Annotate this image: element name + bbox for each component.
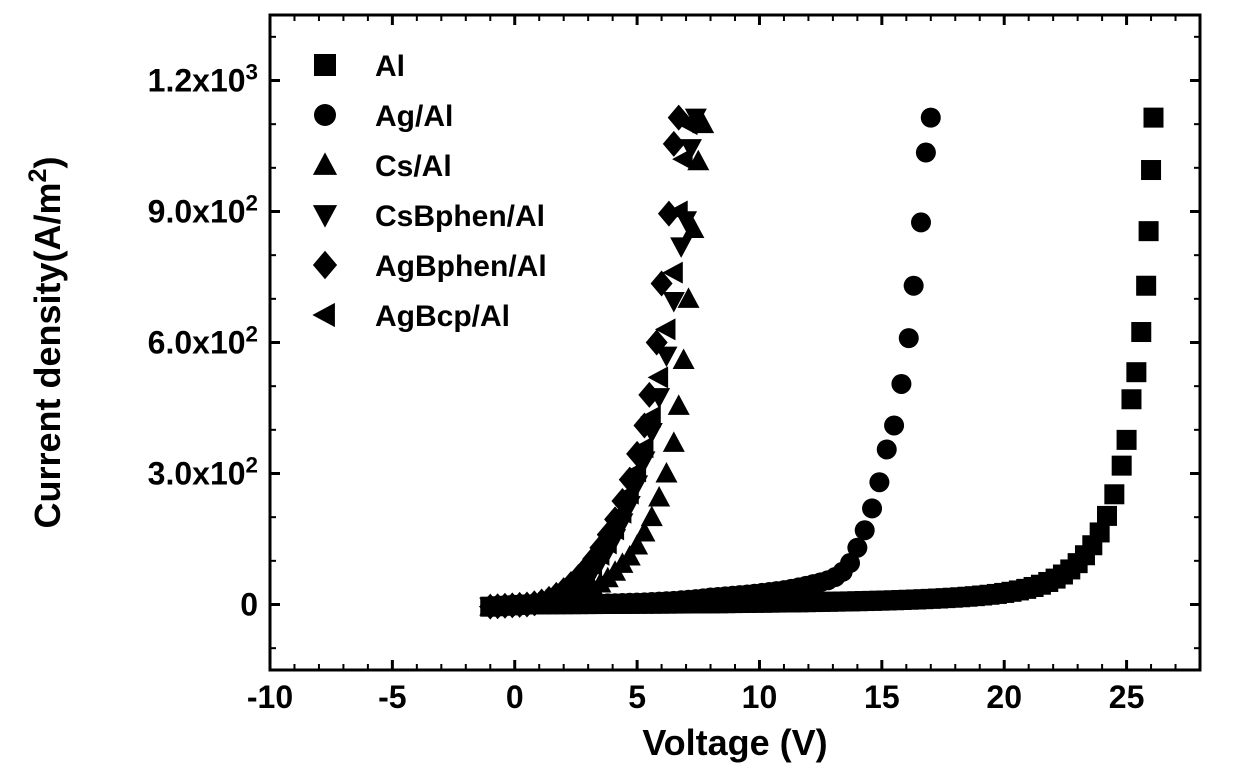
legend-label: CsBphen/Al bbox=[375, 200, 545, 233]
data-marker bbox=[869, 472, 889, 492]
data-marker bbox=[911, 212, 931, 232]
legend-label: Cs/Al bbox=[375, 150, 452, 183]
data-marker bbox=[1121, 389, 1141, 409]
chart-svg: -10 -5 0 5 10 15 20 25 Voltage (V) 0 3.0x102 6.0x10… bbox=[0, 0, 1240, 772]
data-marker bbox=[1104, 484, 1124, 504]
data-marker bbox=[921, 108, 941, 128]
data-marker bbox=[1144, 108, 1164, 128]
data-marker bbox=[1097, 506, 1117, 526]
data-marker bbox=[855, 520, 875, 540]
data-marker bbox=[1136, 276, 1156, 296]
y-tick-label: 1.2x103 bbox=[148, 59, 258, 99]
data-marker bbox=[1139, 221, 1159, 241]
data-marker bbox=[314, 104, 336, 126]
data-marker bbox=[899, 328, 919, 348]
legend-label: Al bbox=[375, 50, 405, 83]
y-axis-label: Current density(A/m2) bbox=[24, 156, 68, 528]
data-marker bbox=[916, 143, 936, 163]
x-tick-label: 25 bbox=[1109, 679, 1145, 715]
x-tick-label: 10 bbox=[742, 679, 778, 715]
data-marker bbox=[877, 439, 897, 459]
x-tick-label: -5 bbox=[378, 679, 406, 715]
data-marker bbox=[847, 538, 867, 558]
x-axis-label: Voltage (V) bbox=[642, 722, 827, 763]
x-tick-label: 20 bbox=[986, 679, 1022, 715]
data-marker bbox=[1117, 430, 1137, 450]
data-marker bbox=[1126, 362, 1146, 382]
y-tick-label: 0 bbox=[240, 587, 258, 623]
data-marker bbox=[904, 276, 924, 296]
chart-container: -10 -5 0 5 10 15 20 25 Voltage (V) 0 3.0x102 6.0x10… bbox=[0, 0, 1240, 772]
legend-label: AgBphen/Al bbox=[375, 250, 547, 283]
data-marker bbox=[862, 498, 882, 518]
x-tick-label: 0 bbox=[506, 679, 524, 715]
legend-label: Ag/Al bbox=[375, 100, 453, 133]
y-tick-label: 3.0x102 bbox=[148, 452, 258, 492]
y-tick-label: 6.0x102 bbox=[148, 321, 258, 361]
x-tick-label: 15 bbox=[864, 679, 900, 715]
x-tick-label: -10 bbox=[247, 679, 293, 715]
data-marker bbox=[1131, 322, 1151, 342]
data-marker bbox=[884, 415, 904, 435]
data-marker bbox=[1112, 456, 1132, 476]
y-tick-label: 9.0x102 bbox=[148, 190, 258, 230]
x-tick-label: 5 bbox=[628, 679, 646, 715]
data-marker bbox=[1141, 160, 1161, 180]
data-marker bbox=[314, 54, 336, 76]
data-marker bbox=[891, 374, 911, 394]
legend-label: AgBcp/Al bbox=[375, 300, 510, 333]
